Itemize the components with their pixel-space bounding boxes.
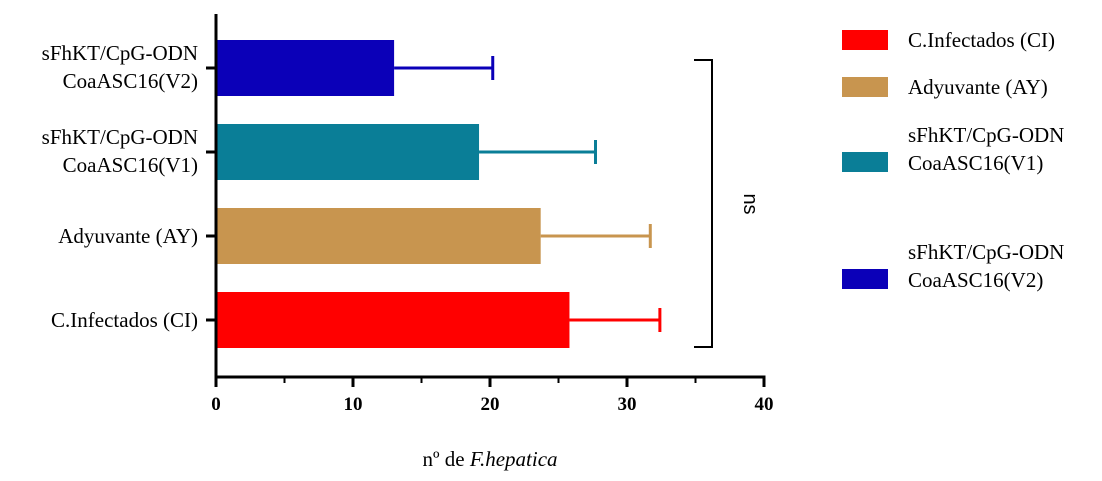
category-label-2-line-0: sFhKT/CpG-ODN	[42, 125, 198, 149]
legend-label-3-line-1: CoaASC16(V2)	[908, 268, 1043, 292]
x-axis-title-prefix: nº de	[422, 447, 469, 471]
significance-label: ns	[739, 193, 761, 214]
x-tick-label-4: 40	[755, 394, 774, 415]
legend-label-2-line-0: sFhKT/CpG-ODN	[908, 123, 1064, 147]
category-label-3-line-1: CoaASC16(V2)	[63, 69, 198, 93]
x-tick-label-3: 30	[618, 394, 637, 415]
x-tick-label-0: 0	[211, 394, 221, 415]
x-axis-title-italic: F.hepatica	[469, 447, 558, 471]
category-label-2-line-1: CoaASC16(V1)	[63, 153, 198, 177]
legend-label-2-line-1: CoaASC16(V1)	[908, 151, 1043, 175]
category-label-0: C.Infectados (CI)	[51, 308, 198, 332]
bar-0	[217, 292, 570, 348]
legend-swatch-3	[842, 269, 888, 289]
bar-2	[217, 124, 480, 180]
legend-label-3-line-0: sFhKT/CpG-ODN	[908, 240, 1064, 264]
legend-swatch-1	[842, 77, 888, 97]
category-label-3-line-0: sFhKT/CpG-ODN	[42, 41, 198, 65]
legend-label-1: Adyuvante (AY)	[908, 75, 1048, 99]
legend-swatch-0	[842, 30, 888, 50]
x-tick-label-1: 10	[344, 394, 363, 415]
x-tick-label-2: 20	[481, 394, 500, 415]
bar-3	[217, 40, 395, 96]
category-label-1: Adyuvante (AY)	[58, 224, 198, 248]
legend-swatch-2	[842, 152, 888, 172]
legend-label-0: C.Infectados (CI)	[908, 28, 1055, 52]
significance-bracket	[694, 59, 713, 348]
bar-1	[217, 208, 541, 264]
x-axis-title: nº de F.hepatica	[422, 447, 557, 471]
